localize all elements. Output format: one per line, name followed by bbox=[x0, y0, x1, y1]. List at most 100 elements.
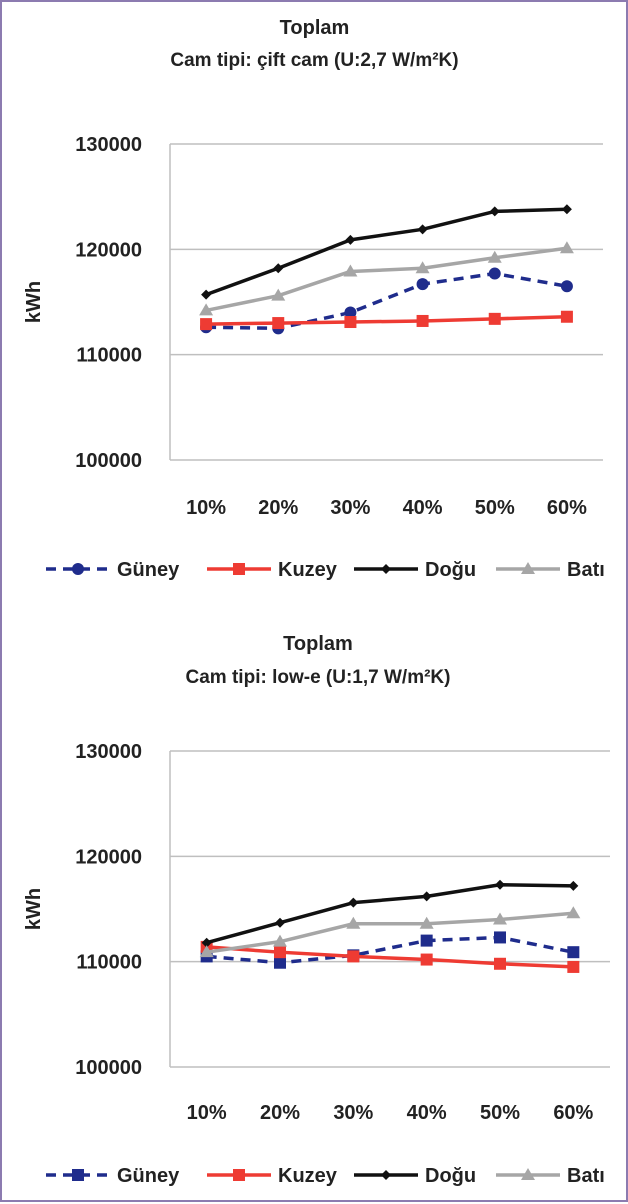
legend-item-2: Kuzey bbox=[207, 559, 338, 581]
data-point bbox=[560, 280, 573, 293]
chart-title: Toplam bbox=[280, 17, 350, 39]
data-point bbox=[346, 916, 361, 929]
x-tick-label: 10% bbox=[186, 497, 226, 519]
legend-item-4: Batı bbox=[496, 1165, 605, 1187]
series-line bbox=[206, 935, 574, 965]
data-point bbox=[347, 950, 360, 963]
data-point bbox=[274, 946, 286, 959]
series-square-2 bbox=[200, 940, 580, 973]
data-point bbox=[348, 897, 359, 908]
y-tick-label: 120000 bbox=[75, 846, 142, 868]
data-point bbox=[199, 303, 214, 316]
data-point bbox=[417, 224, 428, 235]
y-axis-title: kWh bbox=[23, 281, 45, 323]
legend-marker bbox=[381, 1170, 391, 1180]
series-triangle-4 bbox=[199, 906, 581, 958]
data-point bbox=[272, 317, 285, 330]
legend-label: Güney bbox=[117, 1165, 180, 1187]
legend-label: Batı bbox=[567, 1165, 605, 1187]
y-tick-label: 120000 bbox=[75, 239, 142, 261]
data-point bbox=[494, 957, 506, 970]
x-tick-label: 40% bbox=[407, 1102, 447, 1124]
data-point bbox=[343, 264, 358, 277]
legend-marker bbox=[233, 1169, 245, 1181]
legend-label: Batı bbox=[567, 559, 605, 581]
series-line bbox=[206, 271, 568, 331]
series-square-2 bbox=[200, 310, 573, 331]
legend-marker bbox=[72, 563, 84, 575]
data-point bbox=[420, 953, 433, 966]
data-point bbox=[201, 289, 212, 300]
data-point bbox=[273, 934, 287, 947]
series-triangle-4 bbox=[199, 241, 574, 316]
data-point bbox=[488, 312, 501, 325]
data-point bbox=[200, 318, 213, 331]
y-tick-label: 100000 bbox=[75, 450, 142, 472]
x-tick-label: 20% bbox=[260, 1102, 300, 1124]
chart-1: Güney Kuzey Doğu Batı bbox=[46, 143, 605, 581]
legend-marker bbox=[233, 563, 245, 575]
y-tick-label: 100000 bbox=[75, 1057, 142, 1079]
x-tick-label: 40% bbox=[403, 497, 443, 519]
y-tick-label: 110000 bbox=[76, 345, 142, 367]
data-point bbox=[201, 937, 212, 948]
y-axis-title: kWh bbox=[23, 888, 45, 930]
legend-marker bbox=[381, 564, 391, 574]
series-diamond-3 bbox=[201, 204, 572, 300]
data-point bbox=[488, 267, 501, 280]
data-point bbox=[419, 916, 434, 929]
legend-label: Kuzey bbox=[278, 1165, 338, 1187]
data-point bbox=[493, 912, 507, 925]
series-line bbox=[206, 945, 574, 969]
data-point bbox=[344, 306, 357, 319]
chart-subtitle: Cam tipi: low-e (U:1,7 W/m²K) bbox=[186, 667, 451, 688]
legend-item-1: Güney bbox=[46, 559, 180, 581]
data-point bbox=[271, 288, 286, 301]
data-point bbox=[560, 310, 573, 323]
data-point bbox=[421, 891, 432, 902]
data-point bbox=[416, 314, 429, 327]
data-point bbox=[274, 956, 286, 969]
data-point bbox=[344, 316, 357, 329]
chart-subtitle: Cam tipi: çift cam (U:2,7 W/m²K) bbox=[170, 50, 458, 71]
data-point bbox=[489, 206, 500, 217]
data-point bbox=[566, 906, 581, 919]
series-line bbox=[205, 246, 568, 313]
data-point bbox=[199, 945, 214, 958]
y-tick-label: 130000 bbox=[75, 134, 142, 156]
legend-label: Güney bbox=[117, 559, 180, 581]
legend-label: Doğu bbox=[425, 1165, 476, 1187]
legend-marker bbox=[521, 562, 535, 574]
x-tick-label: 30% bbox=[333, 1102, 373, 1124]
data-point bbox=[420, 934, 433, 947]
data-point bbox=[416, 278, 429, 291]
legend-item-3: Doğu bbox=[354, 1165, 476, 1187]
x-tick-label: 50% bbox=[475, 497, 515, 519]
legend-item-2: Kuzey bbox=[207, 1165, 338, 1187]
data-point bbox=[568, 880, 579, 891]
data-point bbox=[273, 263, 284, 274]
series-diamond-3 bbox=[201, 879, 579, 948]
series-line bbox=[205, 207, 567, 297]
chart-2: Güney Kuzey Doğu Batı bbox=[46, 750, 610, 1187]
data-point bbox=[275, 917, 285, 928]
y-tick-label: 110000 bbox=[76, 952, 142, 974]
data-point bbox=[567, 946, 580, 959]
data-point bbox=[345, 234, 356, 245]
data-point bbox=[567, 960, 580, 973]
series-line bbox=[206, 883, 574, 945]
series-line bbox=[206, 911, 574, 954]
chart-title: Toplam bbox=[283, 633, 353, 655]
data-point bbox=[415, 261, 430, 274]
data-point bbox=[495, 879, 505, 890]
legend-item-4: Batı bbox=[496, 559, 605, 581]
data-point bbox=[559, 241, 574, 254]
y-tick-label: 130000 bbox=[75, 741, 142, 763]
series-line bbox=[206, 314, 567, 326]
legend-marker bbox=[72, 1169, 84, 1181]
data-point bbox=[561, 204, 572, 215]
legend-label: Kuzey bbox=[278, 559, 338, 581]
x-tick-label: 30% bbox=[330, 497, 370, 519]
